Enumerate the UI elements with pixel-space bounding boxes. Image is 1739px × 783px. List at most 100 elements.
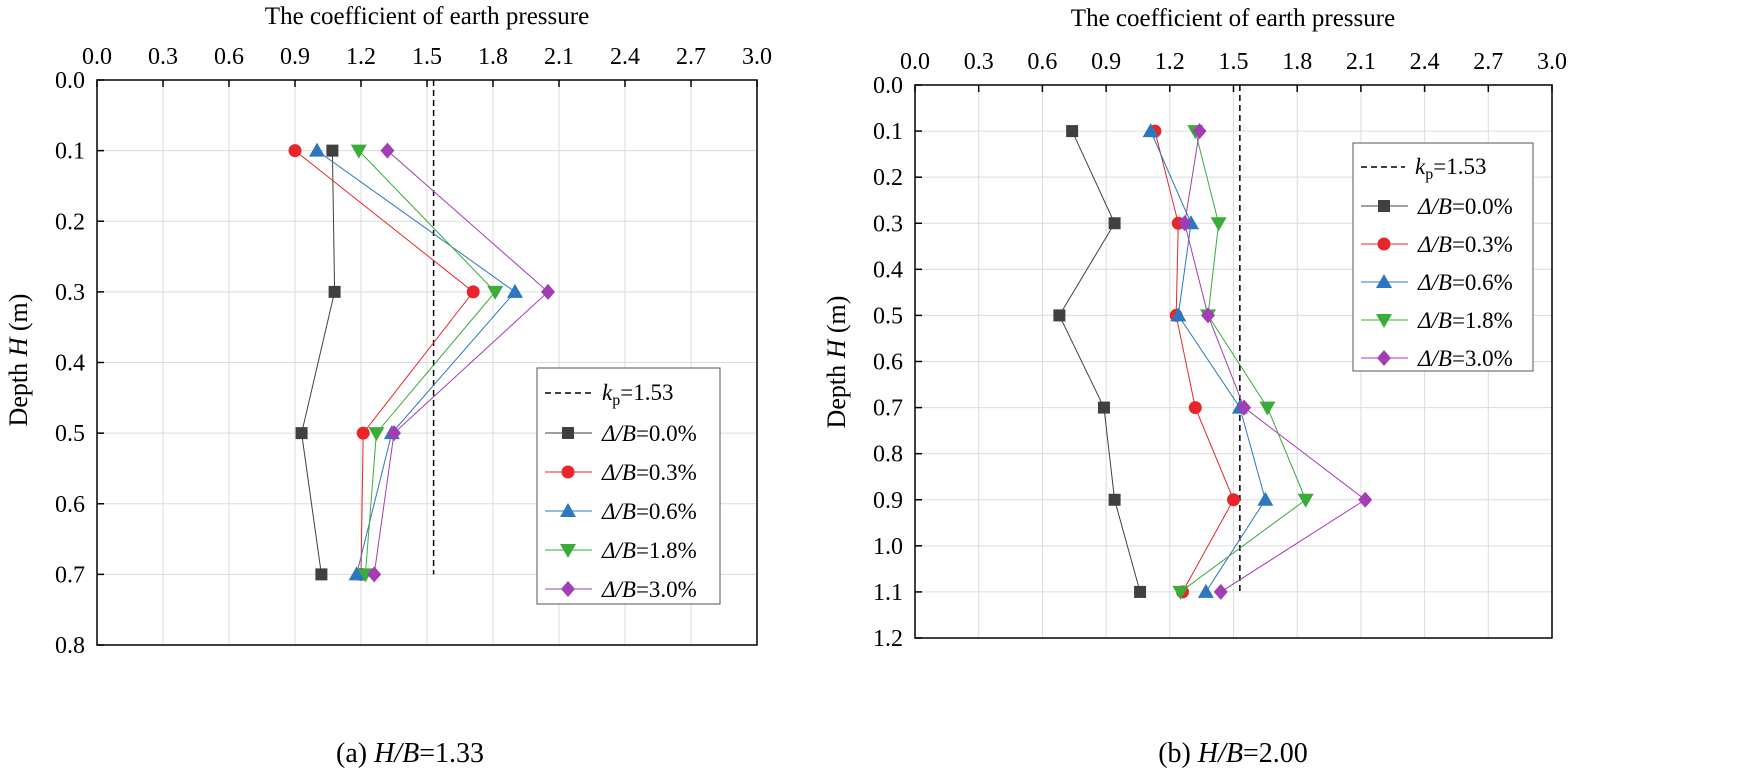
- chart-title: The coefficient of earth pressure: [1071, 5, 1395, 32]
- data-point: [350, 144, 367, 159]
- data-point: [387, 425, 401, 442]
- x-tick-label: 1.5: [1219, 49, 1249, 75]
- series-line: [358, 150, 496, 575]
- y-axis-label: Depth H (m): [822, 296, 851, 429]
- data-point: [348, 566, 365, 581]
- data-point: [1172, 585, 1189, 600]
- data-point: [1213, 583, 1228, 600]
- y-axis-label: Depth H (m): [4, 294, 33, 427]
- subplot-caption: (b) H/B=2.00: [1158, 738, 1308, 769]
- y-tick-label: 0.0: [55, 68, 85, 94]
- y-tick-label: 0.0: [873, 73, 903, 99]
- legend-label: Δ/B=1.8%: [601, 538, 697, 563]
- x-tick-label: 0.3: [964, 49, 994, 75]
- legend-label: Δ/B=0.0%: [601, 421, 697, 446]
- x-tick-label: 2.4: [610, 44, 640, 70]
- y-tick-label: 0.3: [55, 280, 85, 306]
- data-point: [326, 144, 339, 157]
- series-line: [301, 150, 336, 575]
- y-tick-label: 0.1: [55, 139, 85, 165]
- legend-label: Δ/B=3.0%: [1417, 346, 1513, 371]
- data-point: [1297, 493, 1314, 508]
- y-tick-label: 1.2: [873, 626, 903, 652]
- legend-entry: Δ/B=0.3%: [1361, 232, 1513, 257]
- data-point: [1066, 125, 1079, 138]
- y-tick-label: 0.9: [873, 488, 903, 514]
- legend-label: Δ/B=0.3%: [601, 460, 697, 485]
- y-tick-label: 1.0: [873, 534, 903, 560]
- x-tick-label: 2.1: [544, 44, 574, 70]
- legend: kp=1.53 Δ/B=0.0% Δ/B=0.3% Δ/B=0.6% Δ/B=1.8%…: [536, 367, 721, 605]
- x-tick-label: 0.6: [1027, 49, 1057, 75]
- data-point: [1201, 307, 1216, 324]
- data-point: [541, 283, 555, 300]
- plot-area: 0.0 0.3 0.6 0.9 1.2 1.5 1.8 2.1 2.4 2.7 3.0 0.0 0.1 0…: [873, 49, 1567, 652]
- legend-marker: [561, 581, 575, 597]
- x-tick-label: 3.0: [742, 44, 772, 70]
- legend-entry-kp: kp=1.53: [545, 380, 673, 409]
- data-point: [1197, 583, 1214, 598]
- chart-title: The coefficient of earth pressure: [265, 3, 589, 30]
- legend-marker: [562, 427, 574, 439]
- y-tick-label: 0.4: [873, 257, 903, 283]
- y-tick-label: 0.3: [873, 211, 903, 237]
- legend-entry: Δ/B=1.8%: [545, 538, 697, 563]
- x-tick-label: 2.1: [1346, 49, 1376, 75]
- data-point: [315, 568, 328, 581]
- data-point: [1177, 215, 1192, 232]
- legend-marker: [560, 503, 576, 517]
- data-point: [288, 144, 302, 158]
- x-tick-label: 0.3: [148, 44, 178, 70]
- y-tick-label: 0.7: [873, 396, 903, 422]
- legend-kp-label: kp=1.53: [602, 380, 673, 409]
- legend-entry: Δ/B=0.3%: [545, 460, 697, 485]
- legend-label: Δ/B=0.3%: [1417, 232, 1513, 257]
- x-tick-label: 0.0: [82, 44, 112, 70]
- x-tick-label: 2.7: [1473, 49, 1503, 75]
- data-point: [1188, 401, 1202, 415]
- y-tick-label: 0.8: [873, 442, 903, 468]
- y-tick-label: 0.6: [55, 492, 85, 518]
- data-point: [1142, 123, 1159, 138]
- data-point: [1053, 309, 1066, 322]
- series-line: [294, 150, 474, 575]
- series-4: [367, 142, 555, 583]
- legend-marker: [1376, 314, 1392, 328]
- y-tick-label: 0.2: [873, 165, 903, 191]
- legend-entry: Δ/B=0.6%: [545, 499, 697, 524]
- x-tick-label: 0.6: [214, 44, 244, 70]
- series-line: [373, 150, 549, 575]
- legend-box: [536, 367, 721, 605]
- x-tick-label: 0.9: [280, 44, 310, 70]
- data-point: [309, 142, 325, 157]
- y-tick-label: 0.5: [873, 303, 903, 329]
- legend-entry: Δ/B=0.0%: [1361, 194, 1513, 219]
- data-point: [507, 283, 523, 298]
- x-tick-label: 0.0: [900, 49, 930, 75]
- data-point: [295, 427, 308, 440]
- data-point: [1097, 401, 1110, 414]
- series-3: [1172, 125, 1314, 600]
- legend-kp-label: kp=1.53: [1415, 154, 1486, 183]
- data-point: [1257, 491, 1274, 506]
- data-point: [1170, 307, 1187, 322]
- legend-entry: Δ/B=0.6%: [1361, 270, 1513, 295]
- legend-marker: [561, 465, 575, 479]
- data-point: [1134, 585, 1147, 598]
- data-point: [466, 285, 480, 299]
- legend-box: [1352, 142, 1534, 372]
- data-point: [1192, 123, 1207, 140]
- legend-entry: Δ/B=0.0%: [545, 421, 697, 446]
- x-tick-label: 2.4: [1410, 49, 1440, 75]
- series-0: [295, 144, 341, 581]
- legend-marker: [1376, 274, 1392, 288]
- y-tick-label: 0.1: [873, 119, 903, 145]
- x-tick-label: 1.8: [478, 44, 508, 70]
- legend-label: Δ/B=0.0%: [1417, 194, 1513, 219]
- series-line: [1180, 130, 1307, 593]
- series-line: [1058, 130, 1141, 593]
- y-tick-label: 0.4: [55, 351, 85, 377]
- legend-marker: [1377, 237, 1391, 251]
- data-point: [1108, 217, 1121, 230]
